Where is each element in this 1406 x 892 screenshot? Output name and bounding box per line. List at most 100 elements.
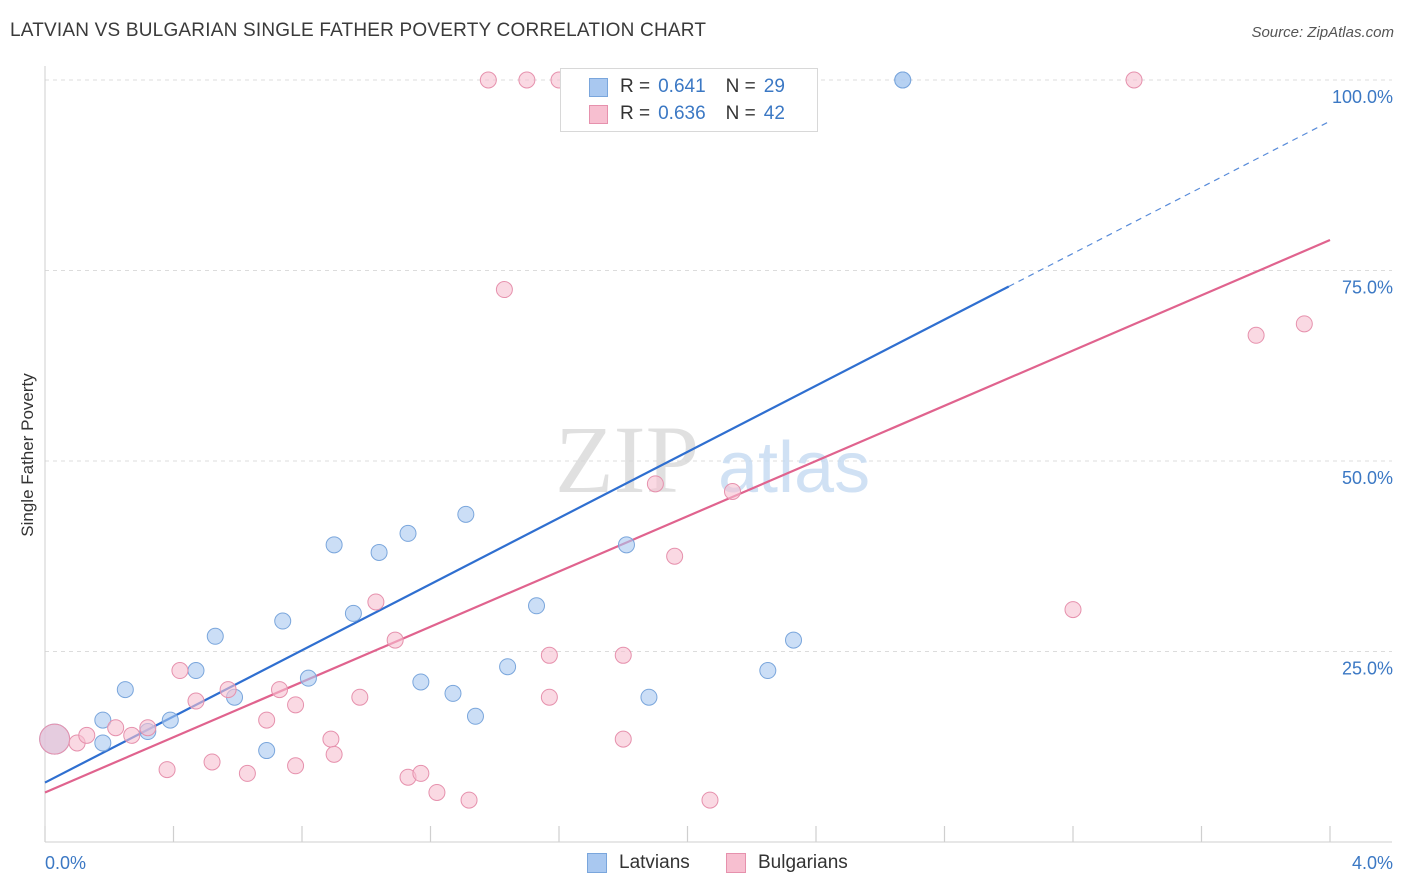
watermark-atlas: atlas <box>718 428 870 508</box>
y-tick-label: 100.0% <box>1332 87 1393 107</box>
point-bulgarians <box>666 547 684 565</box>
trend-line-bulgarians <box>44 239 1331 794</box>
n-value: 29 <box>763 76 785 97</box>
legend-swatch-latvians <box>587 853 607 873</box>
point-bulgarians <box>238 764 256 782</box>
point-bulgarians <box>460 791 478 809</box>
point-latvians <box>94 711 112 729</box>
point-latvians <box>466 707 484 725</box>
point-bulgarians <box>540 688 558 706</box>
r-value: 0.641 <box>658 76 706 97</box>
tick-labels: 25.0% 50.0% 75.0% 100.0% 0.0% 4.0% <box>45 87 1393 873</box>
point-latvians <box>499 658 517 676</box>
point-latvians <box>187 662 205 680</box>
watermark-zip: ZIP <box>555 406 699 513</box>
point-bulgarians <box>219 681 237 699</box>
point-latvians <box>759 662 777 680</box>
point-latvians <box>274 612 292 630</box>
point-latvians <box>785 631 803 649</box>
series-legend: Latvians Bulgarians <box>0 852 1406 878</box>
point-latvians <box>399 524 417 542</box>
y-tick-label: 75.0% <box>1342 278 1393 298</box>
point-bulgarians <box>495 281 513 299</box>
r-label: R = <box>620 103 651 124</box>
point-bulgarians <box>1295 315 1313 333</box>
r-value: 0.636 <box>658 103 706 124</box>
point-bulgarians <box>187 692 205 710</box>
legend-label-bulgarians: Bulgarians <box>758 852 848 873</box>
point-bulgarians <box>518 71 536 89</box>
point-bulgarians <box>614 646 632 664</box>
point-latvians <box>116 681 134 699</box>
point-latvians <box>457 505 475 523</box>
point-bulgarians <box>701 791 719 809</box>
point-latvians <box>370 543 388 561</box>
point-latvians <box>344 604 362 622</box>
point-bulgarians <box>139 719 157 737</box>
chart-title: LATVIAN VS BULGARIAN SINGLE FATHER POVER… <box>10 20 707 41</box>
point-bulgarians <box>540 646 558 664</box>
point-bulgarians <box>351 688 369 706</box>
source-label: Source: ZipAtlas.com <box>1251 24 1394 41</box>
point-bulgarians <box>39 723 71 755</box>
point-bulgarians <box>479 71 497 89</box>
point-latvians <box>894 71 912 89</box>
n-label: N = <box>725 76 756 97</box>
legend-label-latvians: Latvians <box>619 852 690 873</box>
y-tick-label: 50.0% <box>1342 468 1393 488</box>
trend-line-latvians <box>44 285 1010 784</box>
point-latvians <box>206 627 224 645</box>
point-bulgarians <box>258 711 276 729</box>
stats-row-latvians: R = 0.641 N = 29 <box>589 74 785 100</box>
trend-lines <box>44 120 1331 794</box>
axes <box>44 66 1392 843</box>
point-latvians <box>258 742 276 760</box>
gridlines <box>45 79 1392 652</box>
point-bulgarians <box>78 726 96 744</box>
bulgarians-swatch <box>589 104 608 124</box>
point-bulgarians <box>1125 71 1143 89</box>
point-bulgarians <box>171 662 189 680</box>
point-bulgarians <box>646 475 664 493</box>
point-bulgarians <box>325 745 343 763</box>
point-bulgarians <box>287 696 305 714</box>
point-bulgarians <box>123 726 141 744</box>
point-bulgarians <box>322 730 340 748</box>
y-tick-label: 25.0% <box>1342 659 1393 679</box>
point-latvians <box>444 684 462 702</box>
legend-item-bulgarians[interactable]: Bulgarians <box>726 852 848 874</box>
point-bulgarians <box>386 631 404 649</box>
point-latvians <box>161 711 179 729</box>
n-value: 42 <box>763 103 785 124</box>
point-latvians <box>94 734 112 752</box>
stats-legend: R = 0.641 N = 29 R = 0.636 N = 42 <box>560 68 818 132</box>
point-bulgarians <box>723 482 741 500</box>
n-label: N = <box>725 103 756 124</box>
point-latvians <box>640 688 658 706</box>
point-latvians <box>617 536 635 554</box>
point-latvians <box>412 673 430 691</box>
point-latvians <box>299 669 317 687</box>
point-latvians <box>528 597 546 615</box>
legend-swatch-bulgarians <box>726 853 746 873</box>
point-bulgarians <box>158 761 176 779</box>
point-bulgarians <box>1247 326 1265 344</box>
point-bulgarians <box>614 730 632 748</box>
point-bulgarians <box>367 593 385 611</box>
point-bulgarians <box>287 757 305 775</box>
latvians-swatch <box>589 77 608 97</box>
point-bulgarians <box>412 764 430 782</box>
x-tick-label: 0.0% <box>45 853 86 873</box>
point-bulgarians <box>1064 601 1082 619</box>
point-bulgarians <box>203 753 221 771</box>
r-label: R = <box>620 76 651 97</box>
data-points <box>39 71 1313 809</box>
stats-row-bulgarians: R = 0.636 N = 42 <box>589 101 785 127</box>
point-bulgarians <box>271 681 289 699</box>
trend-extension-latvians <box>1008 120 1331 288</box>
point-bulgarians <box>428 783 446 801</box>
legend-item-latvians[interactable]: Latvians <box>587 852 690 874</box>
point-latvians <box>325 536 343 554</box>
x-tick-label: 4.0% <box>1352 853 1393 873</box>
